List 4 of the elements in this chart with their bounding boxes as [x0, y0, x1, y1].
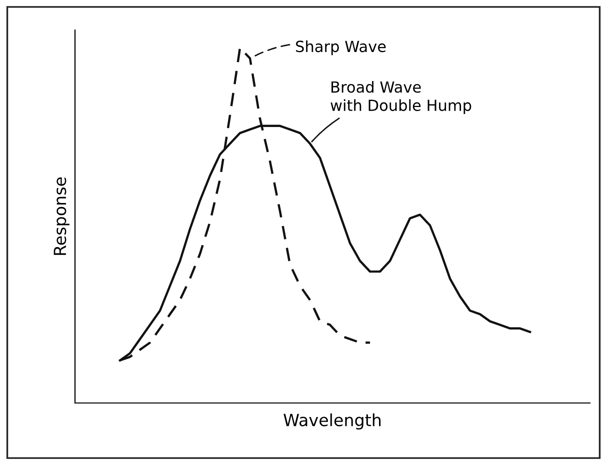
text: Broad Wave with Double Hump [330, 80, 472, 114]
legend-label: Sharp Wave [296, 40, 386, 56]
x-axis-title: Wavelength [284, 413, 381, 430]
y-axis-title: Response [54, 177, 70, 255]
